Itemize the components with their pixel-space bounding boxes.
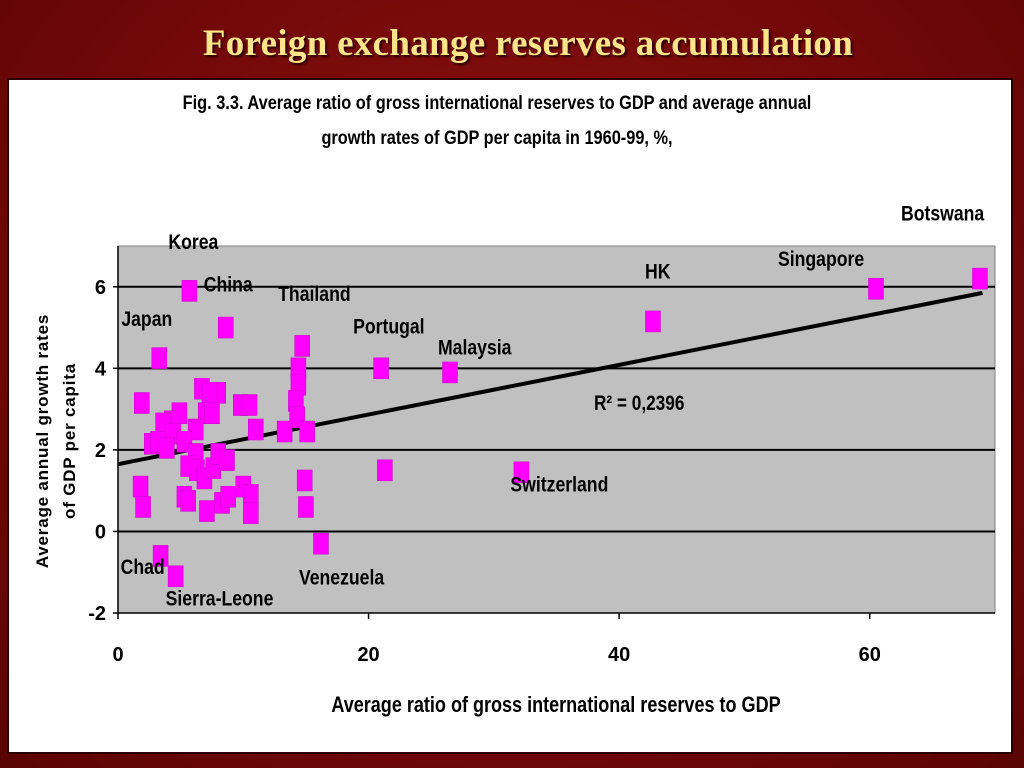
point-label-china: China (204, 273, 253, 297)
point-label-malaysia: Malaysia (438, 336, 512, 360)
y-axis-label-line2: of GDP per capita (60, 363, 79, 519)
point-label-portugal: Portugal (353, 315, 424, 339)
point-label-singapore: Singapore (778, 247, 864, 271)
data-point (298, 496, 314, 518)
data-point (134, 392, 150, 414)
data-point (151, 347, 168, 369)
data-point (294, 335, 310, 357)
data-point (868, 278, 884, 300)
point-label-korea: Korea (168, 230, 218, 254)
point-label-venezuela: Venezuela (299, 566, 384, 590)
point-label-thailand: Thailand (278, 282, 350, 306)
x-tick-label: 0 (112, 644, 123, 666)
y-tick-label: 4 (95, 358, 107, 380)
x-tick-label: 60 (859, 644, 881, 666)
point-labels: Botswana Singapore HK Malaysia Portugal Switz… (121, 202, 985, 611)
data-point (181, 280, 198, 302)
data-point (243, 502, 259, 524)
data-point (299, 420, 315, 443)
x-tick-label: 20 (357, 644, 379, 666)
point-label-hk: HK (645, 260, 670, 284)
data-point (180, 490, 196, 512)
grid-lines (118, 285, 995, 533)
y-axis-label-line1: Average annual growth rates (33, 314, 52, 568)
data-point (645, 310, 661, 333)
data-point (152, 545, 169, 567)
data-point (972, 267, 988, 290)
data-point (159, 437, 175, 459)
data-point (296, 469, 313, 492)
data-point (199, 500, 215, 522)
data-point (276, 420, 293, 443)
y-tick-label: 0 (95, 521, 106, 543)
point-label-chad: Chad (121, 556, 165, 580)
data-point (201, 382, 218, 404)
data-point (248, 418, 264, 441)
data-point (217, 316, 234, 339)
data-point (132, 475, 149, 498)
data-point (204, 402, 220, 424)
r2-annotation: R² = 0,2396 (594, 393, 684, 416)
x-axis-label: Average ratio of gross international res… (331, 693, 780, 717)
point-label-japan: Japan (121, 308, 172, 332)
x-tick-label: 40 (608, 644, 630, 666)
data-point (135, 496, 151, 518)
y-tick-label: -2 (88, 603, 106, 625)
data-point (377, 459, 393, 482)
data-point (219, 449, 235, 471)
data-point (442, 361, 458, 384)
point-label-sierra-leone: Sierra-Leone (166, 587, 274, 611)
data-point (241, 394, 258, 416)
y-tick-label: 2 (95, 440, 106, 462)
y-tick-label: 6 (95, 277, 106, 299)
point-label-switzerland: Switzerland (510, 473, 608, 497)
plot-area (117, 245, 996, 614)
slide-title: Foreign exchange reserves accumulation (202, 23, 854, 64)
figure-caption-line1: Fig. 3.3. Average ratio of gross interna… (182, 93, 812, 114)
data-point (513, 461, 530, 484)
figure-caption-line2: growth rates of GDP per capita in 1960-9… (321, 128, 673, 149)
point-label-botswana: Botswana (901, 202, 984, 226)
data-point (313, 532, 329, 555)
data-point (167, 565, 184, 588)
data-point (373, 357, 389, 380)
figure-caption: Fig. 3.3. Average ratio of gross interna… (140, 86, 854, 156)
data-point (243, 483, 259, 506)
axes (113, 246, 995, 619)
data-points (132, 267, 988, 588)
data-point (220, 486, 237, 508)
